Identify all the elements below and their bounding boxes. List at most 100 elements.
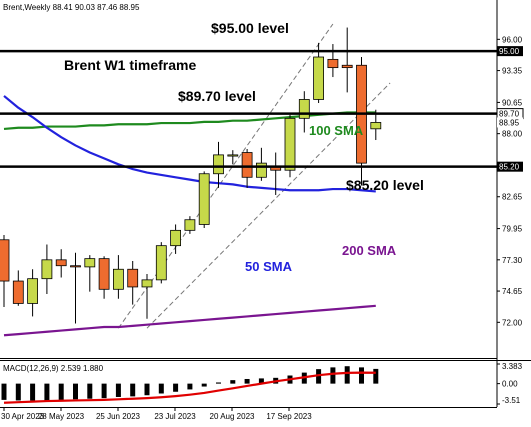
- candle-body: [41, 259, 53, 280]
- y-tick-label: 88.00: [502, 130, 523, 139]
- y-tick-label: 82.65: [502, 193, 523, 202]
- macd-bar: [101, 383, 107, 399]
- price-label-bg: [497, 46, 523, 57]
- candle-body: [170, 229, 182, 247]
- candle-body: [27, 278, 39, 304]
- y-tick-label: 90.65: [502, 98, 523, 107]
- candle-body: [0, 239, 10, 282]
- macd-label: MACD(12,26,9) 2.539 1.880: [3, 364, 104, 373]
- sma50-annotation: 50 SMA: [245, 259, 293, 274]
- x-tick-label: 25 Jun 2023: [96, 412, 141, 421]
- candle-body: [327, 58, 339, 69]
- macd-bar: [144, 383, 150, 396]
- price-label-bg: [497, 161, 523, 172]
- sma100-annotation: 100 SMA: [309, 123, 364, 138]
- macd-bar: [344, 366, 350, 384]
- macd-bar: [15, 383, 21, 401]
- macd-tick-label: -3.51: [502, 396, 521, 405]
- macd-bar: [87, 383, 93, 399]
- macd-bar: [244, 378, 250, 384]
- macd-bar: [316, 369, 322, 384]
- macd-bar: [44, 383, 50, 401]
- macd-bar: [330, 367, 336, 384]
- price-label: 88.95: [499, 118, 520, 127]
- candle-body: [313, 56, 325, 100]
- macd-bar: [115, 383, 121, 397]
- candle-body: [98, 258, 110, 290]
- sma100-line-group: [3, 111, 376, 131]
- x-tick-label: 30 Apr 2023: [1, 412, 45, 421]
- macd-bar: [158, 383, 164, 394]
- candle-body: [184, 219, 196, 231]
- y-tick-label: 74.65: [502, 287, 523, 296]
- candle-body: [284, 117, 296, 171]
- macd-bar: [230, 380, 236, 384]
- candle-body: [213, 154, 224, 175]
- sma50-line-group: [3, 95, 376, 193]
- trend-channel: [117, 23, 391, 329]
- macd-signal-group: [3, 371, 376, 404]
- channel-line-lower: [146, 82, 391, 329]
- y-tick-label: 77.30: [502, 256, 523, 265]
- x-tick-label: 20 Aug 2023: [210, 412, 255, 421]
- price-label: 95.00: [499, 47, 520, 56]
- price-label-bg: [497, 117, 523, 128]
- macd-tick-label: 0.00: [502, 380, 518, 389]
- candle-body: [141, 279, 153, 288]
- y-tick-label: 72.00: [502, 318, 523, 327]
- candle-body: [127, 268, 139, 288]
- chart-header-symbol: Brent,Weekly 88.41 90.03 87.46 88.95: [3, 3, 140, 12]
- candle-body: [113, 268, 124, 290]
- sma200-line: [3, 304, 376, 337]
- candle-body: [341, 64, 353, 69]
- macd-bar: [258, 378, 264, 384]
- macd-bar: [201, 383, 207, 387]
- candle-body: [370, 122, 382, 130]
- macd-axis-ticks: 3.383 0.00 -3.51: [497, 362, 523, 405]
- level-8520-label: $85.20 level: [346, 177, 424, 193]
- level-95-label: $95.00 level: [211, 20, 289, 36]
- price-label: 85.20: [499, 163, 520, 172]
- x-tick-label: 23 Jul 2023: [154, 412, 196, 421]
- sma200-annotation: 200 SMA: [342, 243, 397, 258]
- candle-body: [155, 245, 167, 281]
- macd-bar: [1, 383, 7, 400]
- x-tick-label: 28 May 2023: [38, 412, 85, 421]
- macd-bar: [216, 382, 221, 384]
- macd-bar: [173, 383, 179, 392]
- chart-title: Brent W1 timeframe: [64, 57, 196, 73]
- macd-bar: [187, 383, 193, 390]
- candle-body: [255, 162, 267, 178]
- macd-bar: [130, 383, 136, 397]
- x-tick-label: 17 Sep 2023: [266, 412, 312, 421]
- macd-bar: [373, 368, 379, 384]
- level-8970-label: $89.70 level: [178, 88, 256, 104]
- macd-bar: [30, 383, 36, 401]
- y-tick-label: 79.95: [502, 225, 523, 234]
- macd-bar: [359, 367, 364, 384]
- channel-line-upper: [117, 23, 334, 329]
- candle-body: [55, 259, 67, 267]
- candle-body: [70, 265, 81, 268]
- candle-body: [84, 258, 96, 268]
- candle-body: [12, 280, 24, 304]
- sma200-line-group: [3, 304, 376, 337]
- sma100-line: [3, 111, 376, 131]
- y-tick-label: 93.35: [502, 67, 523, 76]
- candle-body: [298, 99, 310, 119]
- candle-body: [198, 173, 210, 225]
- y-tick-label: 96.00: [502, 35, 523, 44]
- macd-tick-label: 3.383: [502, 362, 523, 371]
- sma50-line: [3, 95, 376, 193]
- candle-body: [227, 154, 239, 157]
- level-lines: [0, 49, 497, 168]
- macd-bar: [58, 383, 64, 400]
- candle-body: [241, 152, 253, 178]
- macd-signal-line: [3, 371, 376, 404]
- price-label: 89.70: [499, 110, 520, 119]
- macd-bar: [73, 383, 78, 400]
